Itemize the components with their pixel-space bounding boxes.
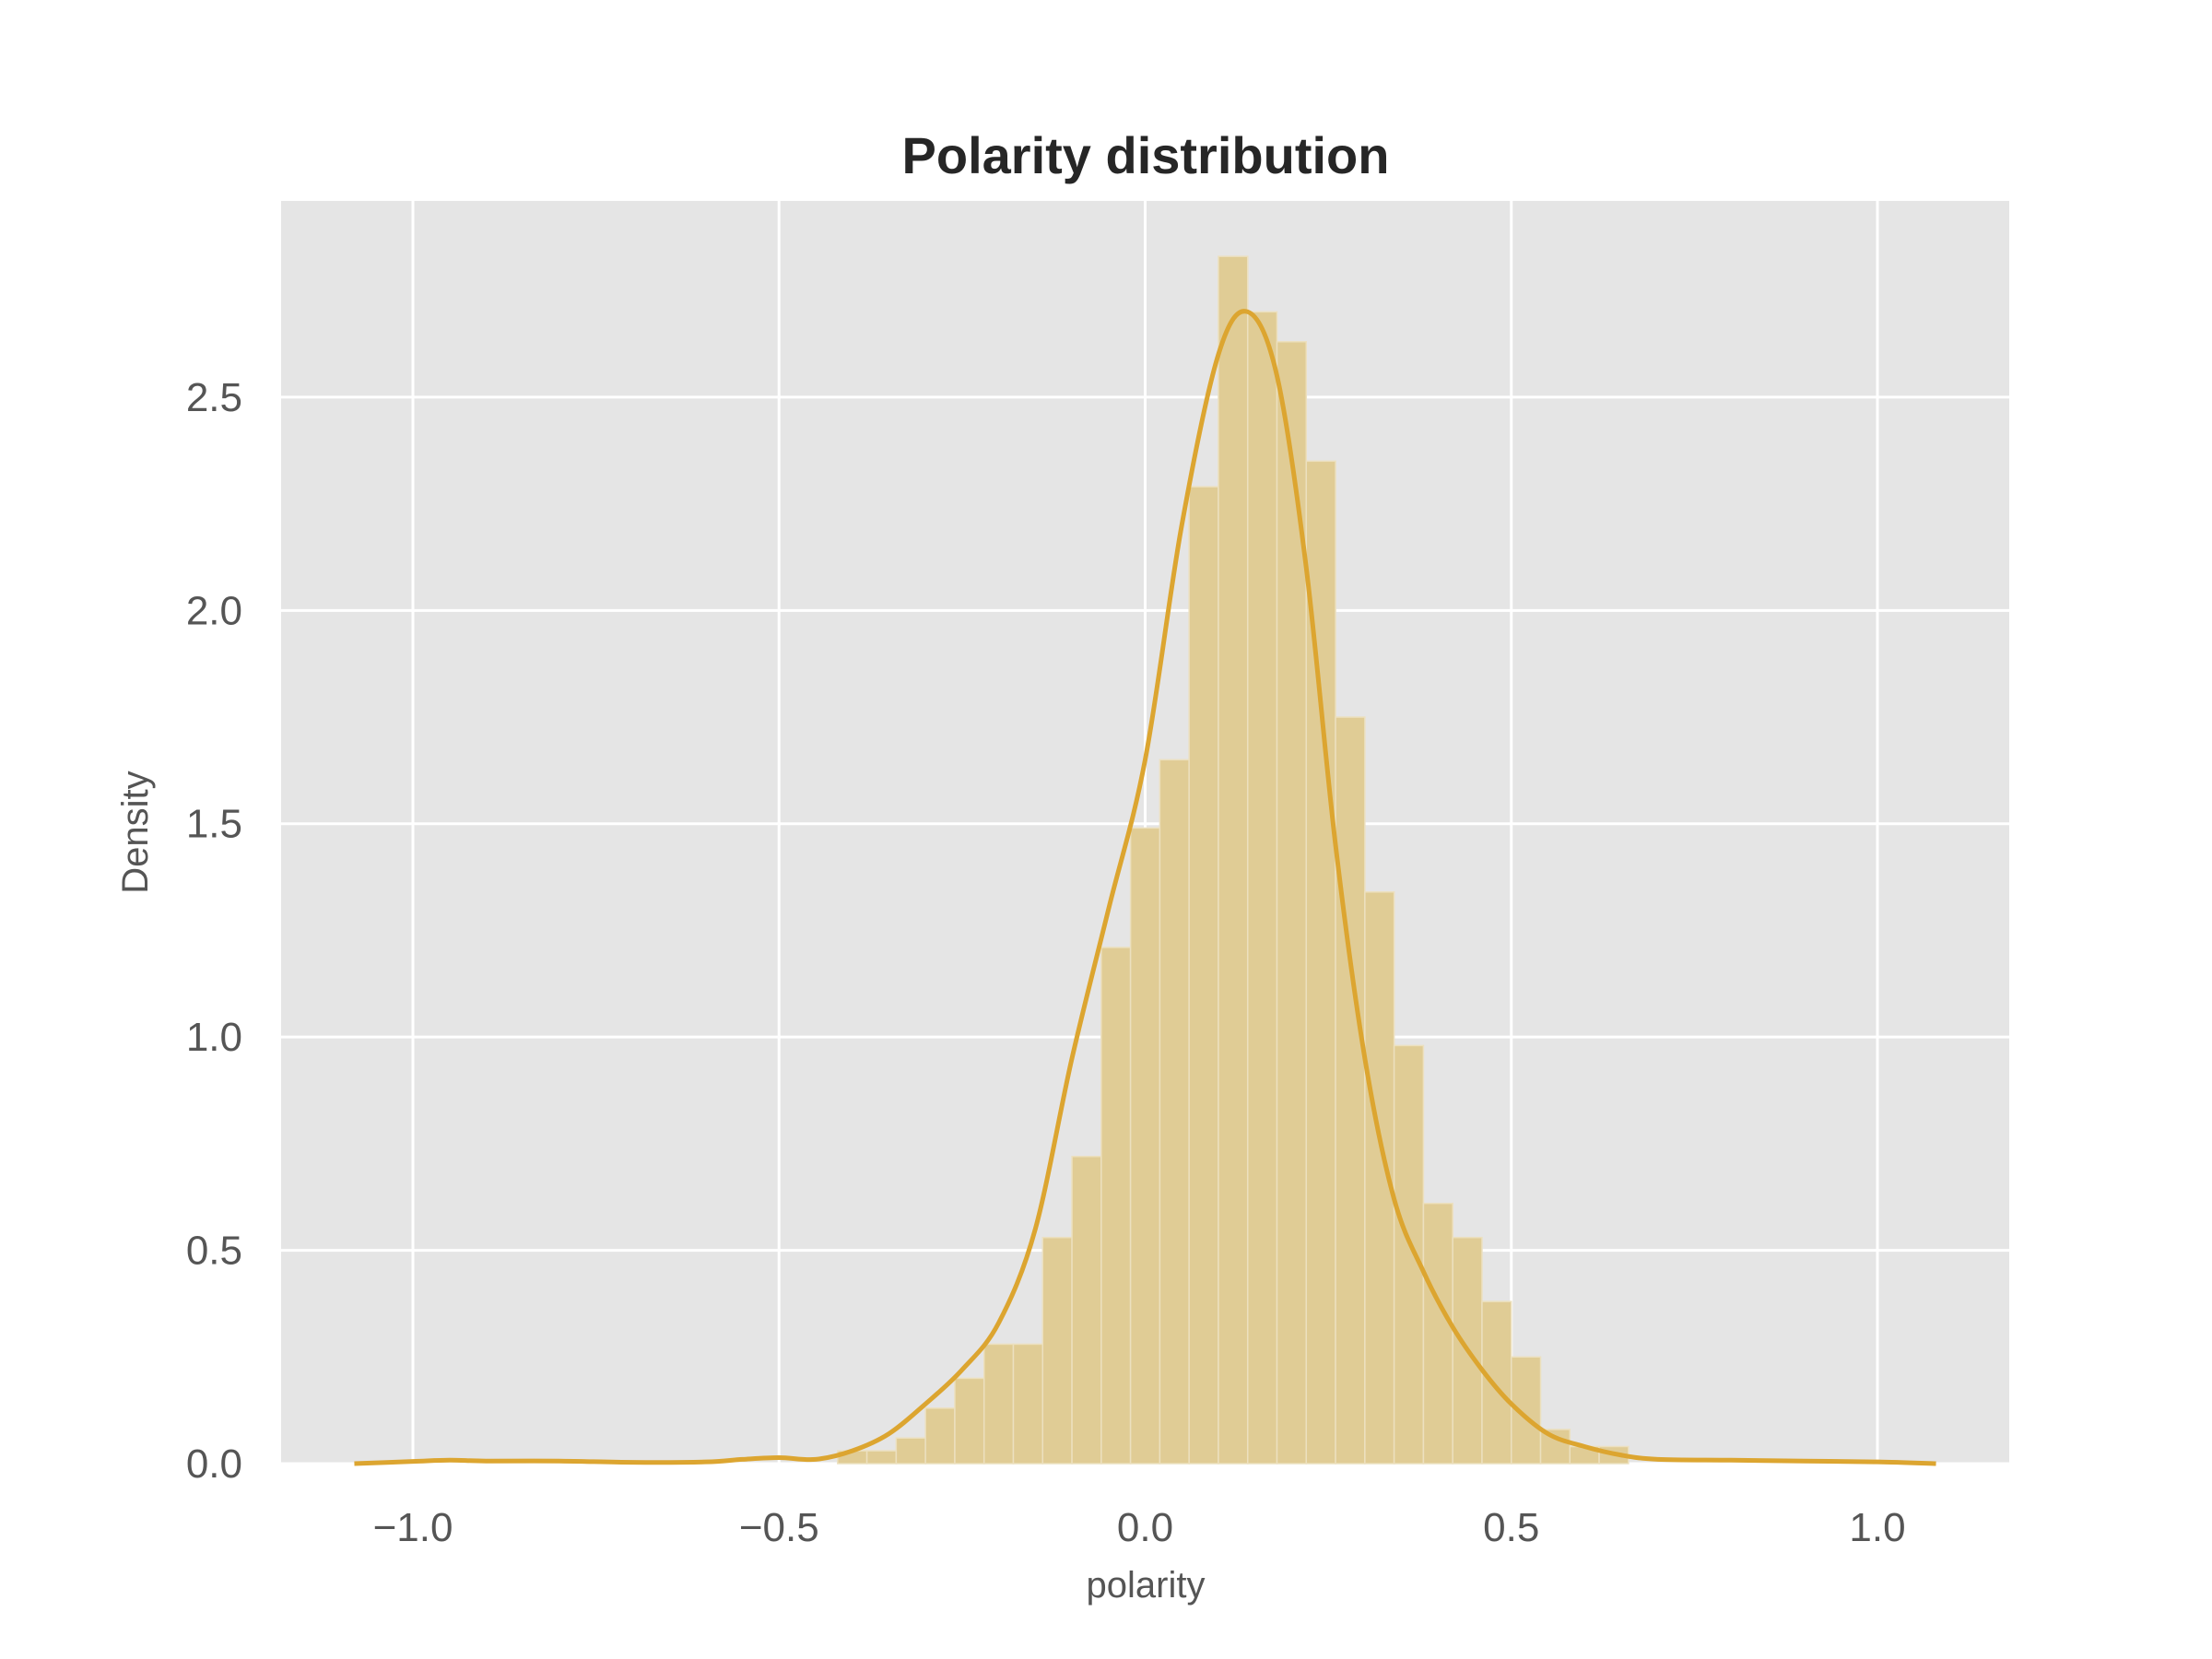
x-tick-label-1: −0.5 (739, 1505, 819, 1550)
histogram-bar-19 (1393, 1044, 1425, 1465)
histogram-bar-9 (1100, 947, 1132, 1465)
histogram-bar-7 (1041, 1236, 1073, 1465)
histogram-bar-14 (1246, 311, 1278, 1465)
y-tick-label-4: 2.0 (186, 588, 242, 633)
histogram-bar-24 (1539, 1429, 1571, 1465)
chart-title: Polarity distribution (902, 126, 1390, 184)
histogram-bar-2 (895, 1437, 926, 1465)
histogram-bars (837, 255, 1630, 1465)
y-tick-label-5: 2.5 (186, 375, 242, 420)
x-axis-ticks: −1.0 −0.5 0.0 0.5 1.0 (373, 1505, 1906, 1550)
histogram-bar-3 (924, 1407, 956, 1465)
histogram-bar-8 (1071, 1156, 1102, 1465)
histogram-bar-4 (954, 1377, 985, 1465)
histogram-bar-15 (1276, 340, 1308, 1465)
y-tick-label-1: 0.5 (186, 1229, 242, 1274)
histogram-bar-10 (1129, 827, 1161, 1465)
kde-curve (354, 309, 1936, 1466)
histogram-bar-13 (1218, 255, 1249, 1465)
histogram-bar-20 (1422, 1202, 1453, 1465)
y-tick-label-3: 1.5 (186, 802, 242, 847)
x-tick-label-4: 1.0 (1849, 1505, 1905, 1550)
histogram-bar-5 (982, 1343, 1015, 1465)
x-axis-label: polarity (1087, 1565, 1206, 1606)
histogram-bar-11 (1159, 759, 1190, 1465)
y-tick-label-0: 0.0 (186, 1441, 242, 1487)
histogram-bar-17 (1335, 716, 1366, 1465)
histogram-bar-12 (1188, 486, 1219, 1465)
y-axis-label: Density (115, 771, 156, 893)
y-axis-ticks: 0.0 0.5 1.0 1.5 2.0 2.5 (186, 375, 242, 1487)
histogram-bar-22 (1481, 1300, 1512, 1465)
y-tick-label-2: 1.0 (186, 1015, 242, 1060)
x-tick-label-2: 0.0 (1117, 1505, 1173, 1550)
histogram-bar-6 (1012, 1343, 1044, 1465)
histogram-bar-1 (865, 1450, 898, 1465)
x-tick-label-0: −1.0 (373, 1505, 453, 1550)
x-tick-label-3: 0.5 (1483, 1505, 1539, 1550)
